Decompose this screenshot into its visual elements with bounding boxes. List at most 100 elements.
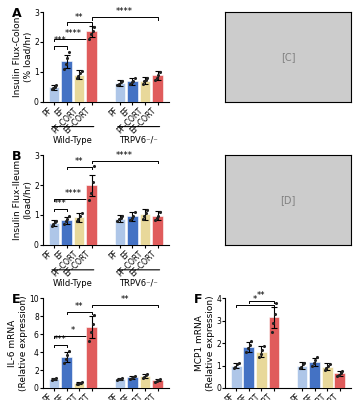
Point bbox=[63, 61, 69, 68]
Point bbox=[141, 213, 147, 220]
Point bbox=[145, 74, 150, 81]
Point bbox=[118, 79, 124, 85]
Point bbox=[91, 312, 97, 319]
Bar bbox=[61, 220, 72, 245]
Point bbox=[74, 218, 80, 224]
Point bbox=[130, 374, 136, 380]
Point bbox=[339, 367, 345, 374]
Point bbox=[90, 179, 95, 185]
Bar bbox=[256, 352, 267, 388]
Bar bbox=[231, 366, 242, 388]
Bar bbox=[140, 81, 150, 102]
Text: **: ** bbox=[75, 302, 83, 311]
Point bbox=[91, 162, 97, 169]
Point bbox=[143, 77, 149, 83]
Point bbox=[50, 376, 56, 383]
Text: Wild-Type: Wild-Type bbox=[53, 136, 93, 144]
Point bbox=[155, 212, 161, 219]
Text: *: * bbox=[253, 295, 257, 304]
Point bbox=[258, 351, 263, 357]
Point bbox=[269, 329, 275, 335]
Point bbox=[261, 343, 267, 349]
Point bbox=[130, 78, 136, 84]
Point bbox=[327, 361, 333, 367]
Bar bbox=[115, 218, 125, 245]
Point bbox=[314, 354, 320, 360]
Point bbox=[53, 218, 59, 224]
Bar bbox=[86, 185, 97, 245]
Point bbox=[154, 74, 160, 81]
Point bbox=[53, 375, 59, 381]
Point bbox=[141, 373, 147, 380]
Point bbox=[233, 364, 238, 370]
Point bbox=[129, 374, 135, 381]
Point bbox=[247, 342, 252, 348]
Point bbox=[300, 361, 306, 368]
Point bbox=[157, 68, 163, 75]
Point bbox=[127, 81, 133, 88]
Point bbox=[87, 36, 92, 42]
Point bbox=[52, 219, 58, 226]
Point bbox=[154, 215, 160, 221]
Point bbox=[248, 338, 254, 345]
Point bbox=[143, 372, 149, 378]
Bar bbox=[309, 362, 320, 388]
Point bbox=[115, 82, 120, 88]
Bar bbox=[86, 327, 97, 388]
Point bbox=[64, 55, 70, 62]
Y-axis label: MCP1 mRNA
(Relative expression): MCP1 mRNA (Relative expression) bbox=[195, 296, 215, 391]
Point bbox=[299, 364, 304, 370]
Text: ****: **** bbox=[116, 151, 133, 160]
Point bbox=[132, 373, 137, 379]
Point bbox=[153, 217, 158, 224]
Point bbox=[143, 210, 149, 217]
Bar bbox=[115, 83, 125, 102]
Point bbox=[231, 365, 237, 371]
Point bbox=[132, 75, 137, 82]
Point bbox=[245, 345, 251, 351]
Point bbox=[127, 217, 133, 224]
Point bbox=[140, 215, 145, 222]
Bar bbox=[127, 377, 138, 388]
Point bbox=[52, 84, 58, 90]
Point bbox=[157, 209, 163, 215]
Bar bbox=[127, 216, 138, 245]
Point bbox=[335, 373, 340, 380]
Point bbox=[153, 77, 158, 83]
Point bbox=[77, 70, 83, 76]
Bar bbox=[127, 81, 138, 102]
Point bbox=[77, 380, 83, 386]
Point bbox=[324, 365, 329, 371]
Point bbox=[116, 376, 122, 383]
Point bbox=[61, 66, 67, 72]
Point bbox=[53, 82, 59, 88]
Point bbox=[116, 216, 122, 222]
Point bbox=[88, 189, 94, 196]
Point bbox=[79, 210, 84, 217]
Point bbox=[313, 357, 318, 363]
Point bbox=[259, 346, 265, 353]
Point bbox=[141, 78, 147, 84]
Text: ****: **** bbox=[64, 189, 81, 198]
Point bbox=[336, 371, 342, 378]
Point bbox=[243, 349, 249, 355]
Bar bbox=[334, 374, 345, 388]
Text: ***: *** bbox=[54, 199, 67, 208]
Point bbox=[115, 377, 120, 383]
Text: A: A bbox=[11, 7, 21, 20]
Bar bbox=[49, 87, 59, 102]
Point bbox=[63, 218, 69, 225]
Point bbox=[140, 375, 145, 381]
Point bbox=[236, 360, 241, 366]
Point bbox=[129, 215, 135, 221]
Point bbox=[132, 209, 137, 215]
Text: Wild-Type: Wild-Type bbox=[53, 279, 93, 288]
Point bbox=[88, 329, 94, 336]
Point bbox=[52, 375, 58, 382]
Point bbox=[66, 348, 72, 354]
Text: ***: *** bbox=[54, 36, 67, 46]
Point bbox=[76, 380, 81, 387]
Point bbox=[79, 68, 84, 74]
Bar bbox=[86, 31, 97, 102]
Point bbox=[66, 49, 72, 56]
